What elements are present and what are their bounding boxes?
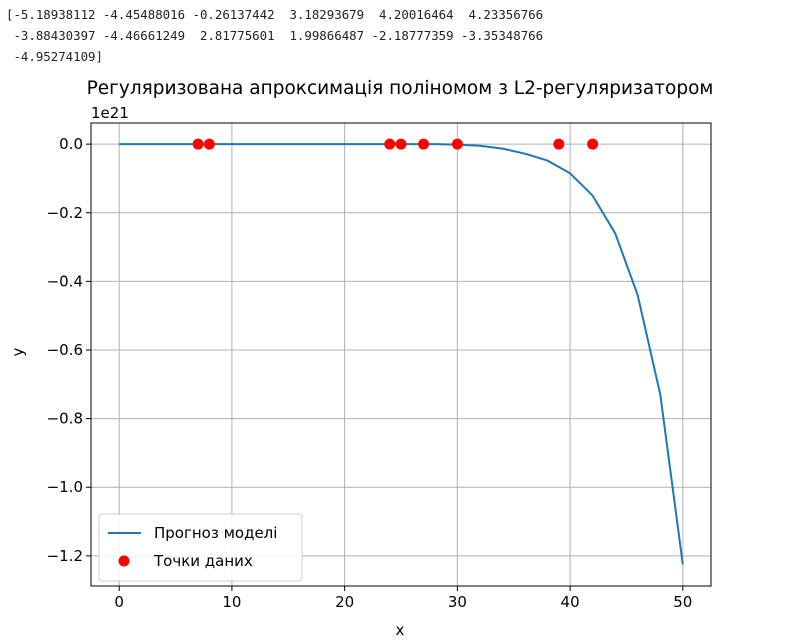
output-line: [-5.18938112 -4.45488016 -0.26137442 3.1… [6,7,544,22]
y-tick-label: −0.4 [47,272,83,290]
y-tick-label: −1.2 [47,547,83,565]
y-tick-label: −1.0 [47,478,83,496]
model-prediction-line [119,143,684,565]
plot-area [119,138,684,565]
data-point [384,138,396,150]
data-point [192,138,204,150]
x-tick-label: 20 [335,593,354,611]
x-axis-label: x [396,621,405,639]
x-axis: 0 10 20 30 40 50 [114,586,692,611]
x-tick-label: 0 [114,593,124,611]
output-text: [-5.18938112 -4.45488016 -0.26137442 3.1… [6,4,543,67]
x-tick-label: 30 [448,593,467,611]
legend-label-model: Прогноз моделі [154,524,277,542]
y-axis-label: y [9,347,27,356]
chart-title: Регуляризована апроксимація поліномом з … [87,78,714,99]
y-tick-label: 0.0 [59,135,83,153]
data-point [553,138,565,150]
axes-frame [90,122,712,587]
legend-scatter-swatch [118,555,130,567]
data-point [451,138,463,150]
x-tick-label: 10 [222,593,241,611]
data-point [418,138,430,150]
legend-label-data: Точки даних [153,552,253,570]
legend: Прогноз моделі Точки даних [98,513,303,582]
grid [91,123,711,586]
x-tick-label: 50 [673,593,692,611]
y-offset-label: 1e21 [91,104,129,122]
legend-box [98,513,303,582]
output-line: -4.95274109] [6,49,103,64]
y-tick-label: −0.2 [47,204,83,222]
x-tick-label: 40 [561,593,580,611]
y-tick-label: −0.8 [47,410,83,428]
data-point [395,138,407,150]
output-line: -3.88430397 -4.46661249 2.81775601 1.998… [6,28,544,43]
y-tick-label: −0.6 [47,341,83,359]
data-point [587,138,599,150]
data-point [203,138,215,150]
y-axis: 0.0 −0.2 −0.4 −0.6 −0.8 −1.0 −1.2 [47,135,91,565]
